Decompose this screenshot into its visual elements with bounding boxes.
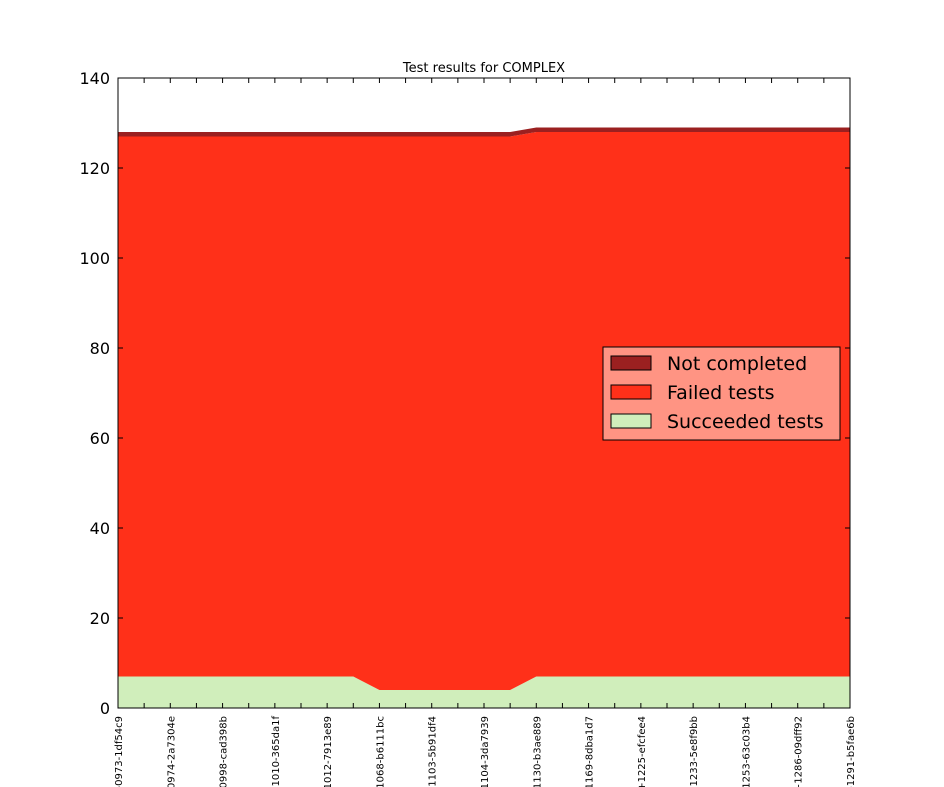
legend-swatch bbox=[610, 355, 652, 371]
x-tick-label: 1104-3da7939 bbox=[480, 716, 491, 787]
x-tick-label: 0998-cad398b bbox=[219, 716, 230, 787]
x-tick-label: -1103-5b91df4 bbox=[428, 716, 439, 787]
plot-areas bbox=[118, 127, 850, 708]
y-tick-label: 140 bbox=[79, 69, 110, 88]
x-tick-label: +1225-efcfee4 bbox=[637, 716, 648, 787]
legend-swatch bbox=[610, 384, 652, 400]
legend: Not completed Failed tests Succeeded tests bbox=[602, 346, 841, 441]
y-tick-label: 60 bbox=[90, 429, 110, 448]
legend-label: Succeeded tests bbox=[667, 411, 824, 433]
y-tick-label: 20 bbox=[90, 609, 110, 628]
x-axis: -0973-1df54c9 0974-2a7304e 0998-cad398b -10… bbox=[114, 78, 857, 787]
x-tick-label: 1169-8dba1d7 bbox=[585, 716, 596, 787]
area-failed-tests bbox=[118, 132, 850, 690]
x-tick-label: 1012-7913e89 bbox=[323, 716, 334, 787]
x-tick-label: 1130-b3ae889 bbox=[532, 716, 543, 787]
y-tick-label: 80 bbox=[90, 339, 110, 358]
x-tick-label: 0974-2a7304e bbox=[166, 716, 177, 787]
x-tick-label: 1068-b6111bc bbox=[375, 716, 386, 787]
area-succeeded-tests bbox=[118, 676, 850, 708]
chart-title: Test results for COMPLEX bbox=[402, 61, 565, 76]
legend-label: Failed tests bbox=[667, 382, 775, 404]
x-tick-label: 1253-63c03b4 bbox=[741, 716, 752, 787]
legend-label: Not completed bbox=[667, 353, 807, 375]
x-tick-label: +1286-09dff92 bbox=[794, 716, 805, 787]
x-tick-label: -0973-1df54c9 bbox=[114, 716, 125, 787]
y-tick-label: 100 bbox=[79, 249, 110, 268]
x-tick-label: -1233-5e8f9bb bbox=[689, 716, 700, 787]
x-tick-label: -1010-365da1f bbox=[271, 716, 282, 787]
area-not-completed bbox=[118, 127, 850, 137]
legend-swatch bbox=[610, 413, 652, 429]
x-tick-label: -1291-b5fae6b bbox=[846, 716, 857, 787]
y-tick-label: 0 bbox=[100, 699, 110, 718]
y-tick-label: 120 bbox=[79, 159, 110, 178]
y-tick-label: 40 bbox=[90, 519, 110, 538]
y-axis: 0 20 40 60 80 100 120 140 bbox=[79, 69, 850, 718]
